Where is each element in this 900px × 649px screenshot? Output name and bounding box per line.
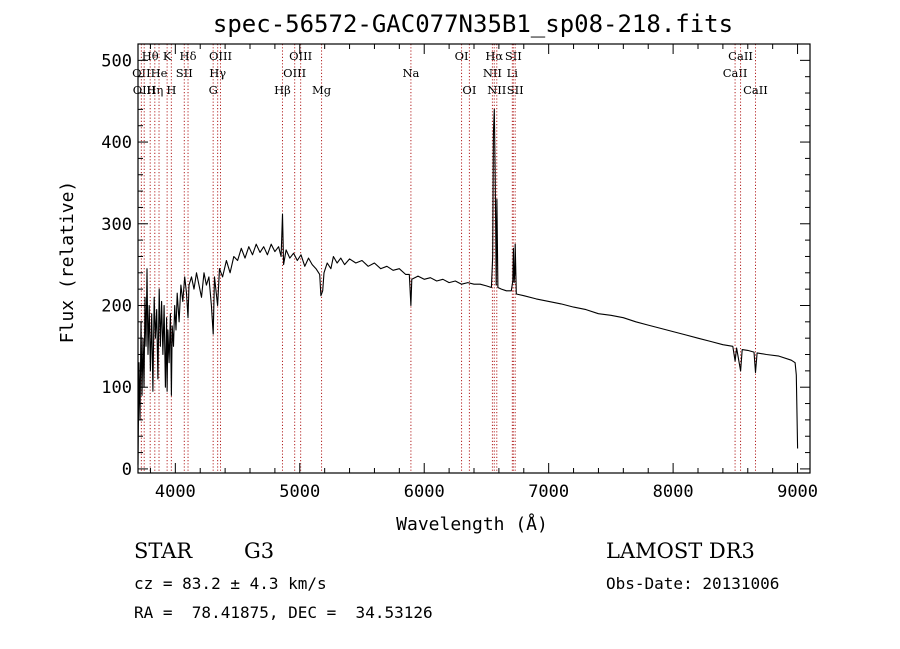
line-label-9: G <box>209 83 218 97</box>
line-label-2: Hθ <box>142 49 159 63</box>
line-label-0: OII <box>132 66 151 80</box>
line-label-10: Hγ <box>209 66 226 80</box>
line-label-17: OI <box>455 49 469 63</box>
survey-name: LAMOST DR3 <box>606 539 755 563</box>
line-label-11: OIII <box>209 49 232 63</box>
axes-group: 4000 5000 6000 7000 8000 9000 0 100 200 300 400 500 <box>101 43 818 502</box>
line-label-19: NII <box>483 66 502 80</box>
object-subclass: G3 <box>244 539 275 563</box>
line-label-26: CaII <box>728 49 753 63</box>
line-label-24: SII <box>507 83 524 97</box>
line-label-6: H <box>166 83 176 97</box>
line-label-7: SII <box>176 66 193 80</box>
plot-area <box>137 108 799 465</box>
line-label-5: K <box>163 49 172 63</box>
line-label-3: Hη <box>146 83 163 97</box>
y-tick-label-1: 100 <box>101 378 132 398</box>
line-label-20: Hα <box>485 49 503 63</box>
y-tick-label-3: 300 <box>101 215 132 235</box>
coordinates: RA = 78.41875, DEC = 34.53126 <box>134 603 433 622</box>
line-label-27: CaII <box>743 83 768 97</box>
chart-title: spec-56572-GAC077N35B1_sp08-218.fits <box>213 10 733 38</box>
line-label-15: Mg <box>312 83 332 97</box>
line-label-16: Na <box>402 66 419 80</box>
line-label-21: NII <box>487 83 506 97</box>
line-label-8: Hδ <box>180 49 197 63</box>
x-tick-label-2: 6000 <box>404 482 445 502</box>
y-axis-label: Flux (relative) <box>57 181 78 344</box>
line-label-14: OIII <box>289 49 312 63</box>
x-tick-label-3: 7000 <box>528 482 569 502</box>
x-tick-label-4: 8000 <box>653 482 694 502</box>
plot-frame <box>137 43 811 474</box>
line-label-13: OIII <box>283 66 306 80</box>
line-label-23: SII <box>505 49 522 63</box>
observation-date: Obs-Date: 20131006 <box>606 574 780 593</box>
object-class: STAR <box>134 539 193 563</box>
line-label-22: Li <box>507 66 519 80</box>
spectrum-series-0 <box>137 108 799 465</box>
line-label-25: CaII <box>723 66 748 80</box>
y-tick-label-5: 500 <box>101 51 132 71</box>
y-tick-label-2: 200 <box>101 296 132 316</box>
y-tick-label-0: 0 <box>122 460 132 480</box>
line-markers-group: OIIOIIIHθHηHeKHSIIHδGHγOIIIHβOIIIOIIIMgN… <box>132 44 768 473</box>
line-label-18: OI <box>462 83 476 97</box>
x-tick-label-0: 4000 <box>155 482 196 502</box>
y-tick-label-4: 400 <box>101 133 132 153</box>
line-label-12: Hβ <box>274 83 291 97</box>
redshift-value: cz = 83.2 ± 4.3 km/s <box>134 574 327 593</box>
x-tick-label-1: 5000 <box>279 482 320 502</box>
x-axis-label: Wavelength (Å) <box>396 513 548 535</box>
x-tick-label-5: 9000 <box>777 482 818 502</box>
line-label-4: He <box>151 66 168 80</box>
